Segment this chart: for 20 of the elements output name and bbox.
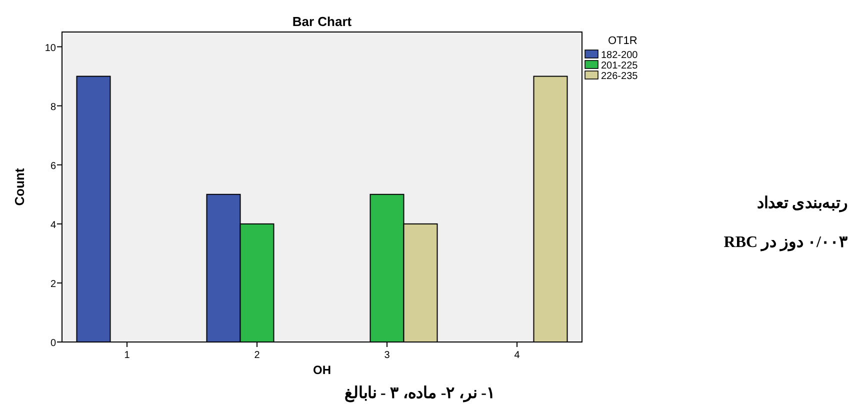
x-tick-label: 4 — [514, 350, 520, 361]
chart-title: Bar Chart — [292, 14, 352, 29]
legend-label: 201-225 — [601, 60, 638, 72]
text: رتبه‌بندی تعداد — [757, 195, 848, 213]
legend-label: 182-200 — [601, 50, 638, 61]
y-tick-label: 2 — [50, 278, 56, 290]
y-axis-title: Count — [12, 168, 27, 206]
text: ۱- نر، ۲- ماده، ۳ - نابالغ — [344, 385, 496, 403]
legend-label: 226-235 — [601, 71, 638, 82]
y-tick-label: 4 — [50, 220, 56, 231]
y-tick-label: 10 — [44, 42, 56, 54]
y-tick-label: 8 — [50, 102, 56, 113]
y-tick-label: 6 — [50, 160, 56, 172]
x-tick-label: 2 — [254, 350, 260, 361]
x-tick-label: 1 — [124, 350, 130, 361]
y-tick-label: 0 — [50, 338, 56, 349]
x-tick-label: 3 — [384, 350, 390, 361]
legend-title: OT1R — [608, 35, 638, 47]
text: ۰/۰۰۳ دوز در RBC — [724, 234, 848, 252]
x-axis-title: OH — [313, 363, 331, 377]
